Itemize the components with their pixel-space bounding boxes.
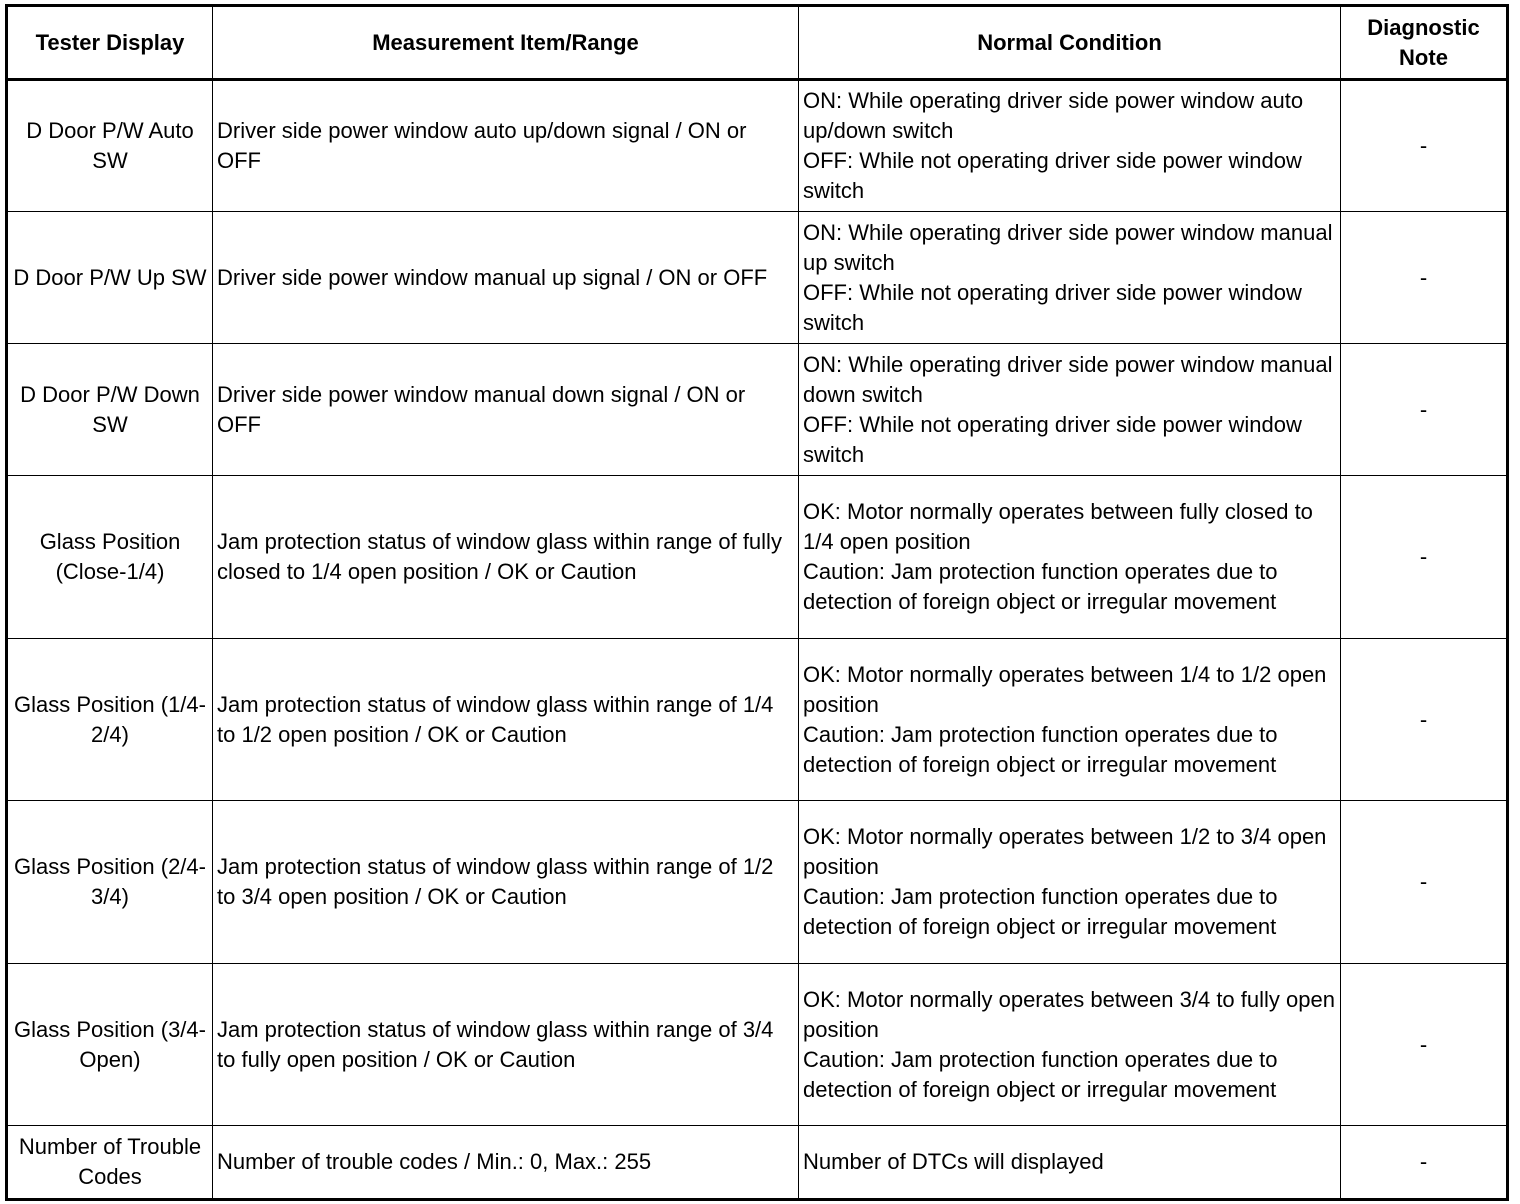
header-row: Tester Display Measurement Item/Range No…	[6, 5, 1508, 81]
diagnostic-note-cell: -	[1340, 963, 1508, 1126]
normal-condition-line: OFF: While not operating driver side pow…	[803, 148, 1302, 203]
table-row: Glass Position (2/4-3/4) Jam protection s…	[6, 800, 1508, 964]
normal-condition-line: OFF: While not operating driver side pow…	[803, 279, 1302, 335]
diagnostic-note-cell: -	[1340, 638, 1508, 801]
normal-condition-line: OK: Motor normally operates between 1/2 …	[803, 824, 1327, 879]
normal-condition-line: Caution: Jam protection function operate…	[803, 884, 1278, 939]
data-list-table: Tester Display Measurement Item/Range No…	[5, 4, 1509, 1201]
header-normal-condition: Normal Condition	[798, 5, 1341, 81]
diagnostic-note-cell: -	[1340, 211, 1508, 344]
header-diagnostic-note: Diagnostic Note	[1340, 5, 1508, 81]
normal-condition-line: Number of DTCs will displayed	[803, 1149, 1104, 1174]
diagnostic-note-cell: -	[1340, 1125, 1508, 1200]
tester-display-cell: D Door P/W Down SW	[6, 343, 213, 476]
normal-condition-cell: OK: Motor normally operates between 1/2 …	[798, 800, 1341, 964]
normal-condition-line: OFF: While not operating driver side pow…	[803, 411, 1302, 467]
measurement-cell: Jam protection status of window glass wi…	[212, 963, 799, 1126]
diagnostic-note-cell: -	[1340, 343, 1508, 476]
normal-condition-line: OK: Motor normally operates between 3/4 …	[803, 986, 1335, 1042]
normal-condition-cell: ON: While operating driver side power wi…	[798, 79, 1341, 212]
table-row: Number of Trouble Codes Number of trouble…	[6, 1125, 1508, 1200]
measurement-cell: Number of trouble codes / Min.: 0, Max.:…	[212, 1125, 799, 1200]
normal-condition-line: ON: While operating driver side power wi…	[803, 219, 1333, 275]
table-row: D Door P/W Down SW Driver side power wind…	[6, 343, 1508, 476]
header-tester-display: Tester Display	[6, 5, 213, 81]
normal-condition-line: Caution: Jam protection function operate…	[803, 721, 1278, 777]
normal-condition-line: ON: While operating driver side power wi…	[803, 351, 1333, 407]
table-row: Glass Position (1/4-2/4) Jam protection s…	[6, 638, 1508, 801]
normal-condition-cell: ON: While operating driver side power wi…	[798, 343, 1341, 476]
tester-display-cell: D Door P/W Up SW	[6, 211, 213, 344]
normal-condition-cell: Number of DTCs will displayed	[798, 1125, 1341, 1200]
normal-condition-line: OK: Motor normally operates between 1/4 …	[803, 661, 1327, 717]
measurement-cell: Jam protection status of window glass wi…	[212, 475, 799, 639]
header-measurement-item: Measurement Item/Range	[212, 5, 799, 81]
normal-condition-line: Caution: Jam protection function operate…	[803, 1046, 1278, 1102]
normal-condition-line: ON: While operating driver side power wi…	[803, 88, 1304, 143]
normal-condition-cell: OK: Motor normally operates between 1/4 …	[798, 638, 1341, 801]
normal-condition-cell: ON: While operating driver side power wi…	[798, 211, 1341, 344]
normal-condition-cell: OK: Motor normally operates between full…	[798, 475, 1341, 639]
table-row: D Door P/W Up SW Driver side power window…	[6, 211, 1508, 344]
table-row: Glass Position (Close-1/4) Jam protection…	[6, 475, 1508, 639]
measurement-cell: Driver side power window manual up signa…	[212, 211, 799, 344]
tester-display-cell: D Door P/W Auto SW	[6, 79, 213, 212]
table-row: D Door P/W Auto SW Driver side power wind…	[6, 79, 1508, 212]
normal-condition-line: OK: Motor normally operates between full…	[803, 499, 1313, 554]
diagnostic-note-cell: -	[1340, 800, 1508, 964]
tester-display-cell: Number of Trouble Codes	[6, 1125, 213, 1200]
measurement-cell: Jam protection status of window glass wi…	[212, 800, 799, 964]
tester-display-cell: Glass Position (3/4-Open)	[6, 963, 213, 1126]
table-row: Glass Position (3/4-Open) Jam protection …	[6, 963, 1508, 1126]
tester-display-cell: Glass Position (1/4-2/4)	[6, 638, 213, 801]
diagnostic-note-cell: -	[1340, 79, 1508, 212]
measurement-cell: Driver side power window manual down sig…	[212, 343, 799, 476]
diagnostic-note-cell: -	[1340, 475, 1508, 639]
tester-display-cell: Glass Position (2/4-3/4)	[6, 800, 213, 964]
measurement-cell: Jam protection status of window glass wi…	[212, 638, 799, 801]
tester-display-cell: Glass Position (Close-1/4)	[6, 475, 213, 639]
normal-condition-cell: OK: Motor normally operates between 3/4 …	[798, 963, 1341, 1126]
measurement-cell: Driver side power window auto up/down si…	[212, 79, 799, 212]
normal-condition-line: Caution: Jam protection function operate…	[803, 559, 1278, 614]
